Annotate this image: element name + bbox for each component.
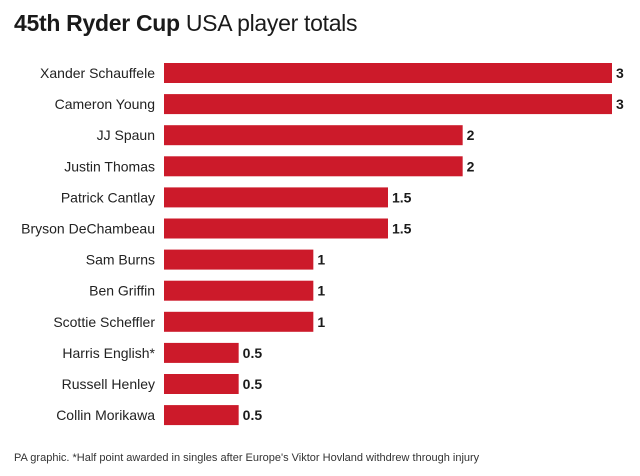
value-label: 2 xyxy=(467,127,475,143)
category-label: Cameron Young xyxy=(55,96,155,112)
bar xyxy=(164,311,314,332)
footnote: PA graphic. *Half point awarded in singl… xyxy=(14,452,480,464)
value-label: 1 xyxy=(317,314,325,330)
chart-title: 45th Ryder Cup USA player totals xyxy=(14,8,358,38)
chart-title-regular: USA player totals xyxy=(185,10,358,36)
value-label: 0.5 xyxy=(243,345,263,361)
category-label: Sam Burns xyxy=(86,252,155,268)
value-label: 3 xyxy=(616,96,624,112)
value-label: 0.5 xyxy=(243,407,263,423)
bar xyxy=(164,405,239,426)
category-label: Justin Thomas xyxy=(64,158,155,174)
bar xyxy=(164,156,463,177)
category-label: Harris English* xyxy=(62,345,155,361)
category-label: Collin Morikawa xyxy=(56,407,155,423)
bar xyxy=(164,187,388,208)
bar xyxy=(164,249,314,270)
value-label: 1.5 xyxy=(392,189,412,205)
category-label: Patrick Cantlay xyxy=(61,189,155,205)
value-label: 1.5 xyxy=(392,221,412,237)
category-label: Bryson DeChambeau xyxy=(21,221,155,237)
bar xyxy=(164,280,314,301)
bar xyxy=(164,63,612,83)
chart-title-bold: 45th Ryder Cup xyxy=(14,10,180,36)
category-label: Russell Henley xyxy=(62,376,155,392)
value-label: 1 xyxy=(317,252,325,268)
value-label: 0.5 xyxy=(243,376,263,392)
bar xyxy=(164,94,612,115)
category-label: Ben Griffin xyxy=(89,283,155,299)
value-label: 1 xyxy=(317,283,325,299)
value-label: 2 xyxy=(467,158,475,174)
category-label: Scottie Scheffler xyxy=(53,314,155,330)
category-label: Xander Schauffele xyxy=(40,65,155,81)
bar xyxy=(164,125,463,146)
bar xyxy=(164,374,239,394)
bar xyxy=(164,218,388,239)
value-label: 3 xyxy=(616,65,624,81)
category-label: JJ Spaun xyxy=(97,127,155,143)
bar xyxy=(164,342,239,363)
